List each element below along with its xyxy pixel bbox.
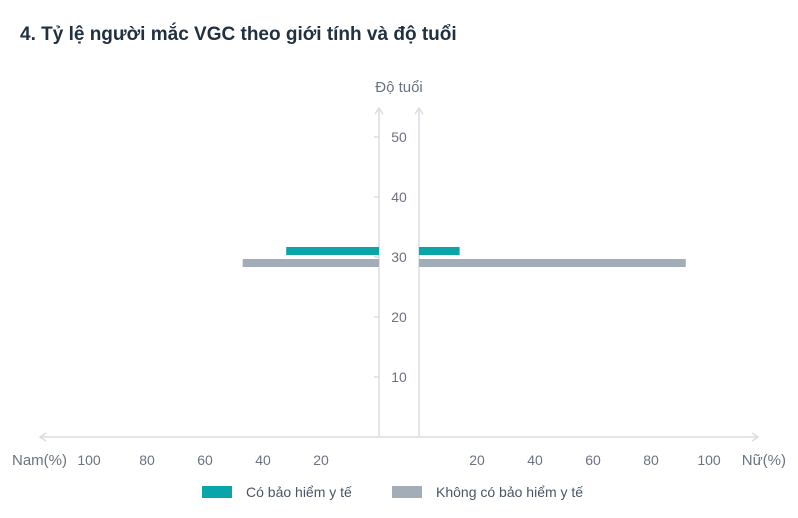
legend-item-insured[interactable]: Có bảo hiểm y tế: [202, 484, 352, 500]
x-tick-label-male: 40: [255, 452, 271, 468]
legend: Có bảo hiểm y tế Không có bảo hiểm y tế: [0, 484, 798, 504]
right-axis-arrow-icon: [414, 106, 424, 115]
y-tick-label: 10: [391, 369, 407, 385]
female-axis-label: Nữ(%): [742, 452, 786, 469]
legend-label-insured: Có bảo hiểm y tế: [246, 484, 352, 500]
x-tick-label-female: 40: [527, 452, 543, 468]
left-axis-arrow-icon: [374, 106, 384, 115]
x-axis-left-arrow-icon: [38, 432, 47, 442]
bar-female-insured: [419, 247, 460, 255]
y-axis-title: Độ tuổi: [375, 79, 423, 96]
x-tick-label-male: 20: [313, 452, 329, 468]
x-tick-label-female: 80: [643, 452, 659, 468]
y-tick-label: 30: [391, 249, 407, 265]
y-tick-label: 20: [391, 309, 407, 325]
y-tick-label: 50: [391, 129, 407, 145]
x-axis-right-arrow-icon: [751, 432, 760, 442]
x-tick-label-female: 100: [697, 452, 721, 468]
x-tick-label-female: 20: [469, 452, 485, 468]
bar-female-uninsured: [419, 259, 686, 267]
x-tick-label-female: 60: [585, 452, 601, 468]
legend-swatch-uninsured: [392, 486, 422, 498]
y-tick-label: 40: [391, 189, 407, 205]
x-tick-label-male: 60: [197, 452, 213, 468]
x-tick-label-male: 100: [77, 452, 101, 468]
bar-male-insured: [286, 247, 379, 255]
x-tick-label-male: 80: [139, 452, 155, 468]
legend-swatch-insured: [202, 486, 232, 498]
legend-label-uninsured: Không có bảo hiểm y tế: [436, 484, 584, 500]
male-axis-label: Nam(%): [12, 452, 67, 469]
chart-title: 4. Tỷ lệ người mắc VGC theo giới tính và…: [20, 24, 457, 45]
legend-item-uninsured[interactable]: Không có bảo hiểm y tế: [392, 484, 583, 500]
bar-male-uninsured: [242, 259, 379, 267]
